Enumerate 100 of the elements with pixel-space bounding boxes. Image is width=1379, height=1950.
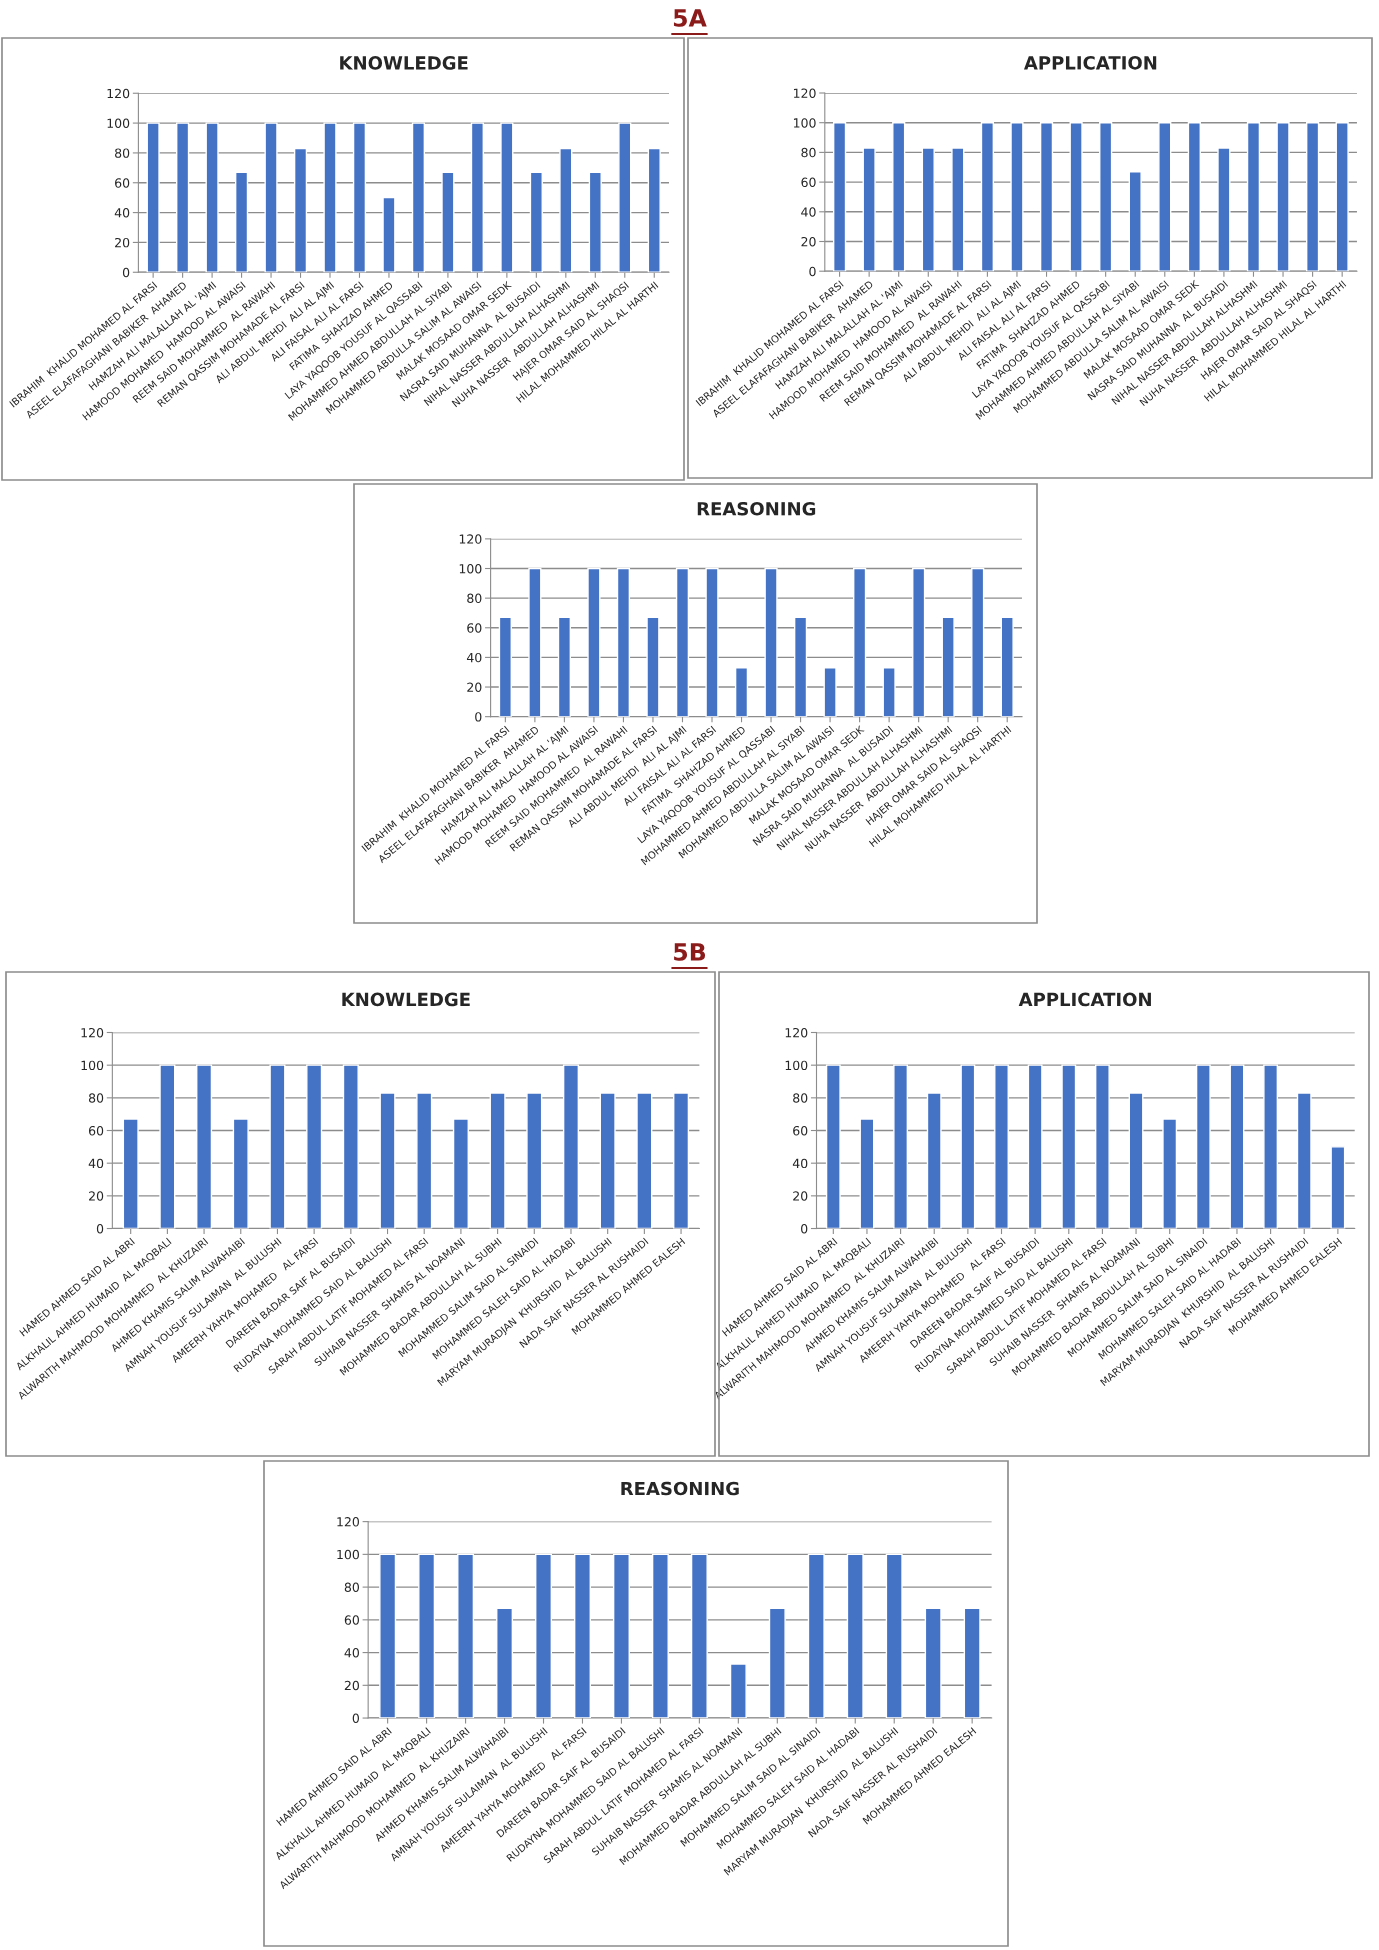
- y-tick-label: 80: [344, 1582, 359, 1593]
- bar: [264, 122, 278, 273]
- y-tick-label: 40: [792, 1158, 808, 1169]
- bar: [1246, 122, 1261, 272]
- bar: [418, 1553, 436, 1719]
- bar: [562, 1064, 580, 1229]
- bar: [618, 122, 632, 273]
- y-tick-label: 20: [467, 682, 482, 692]
- bar: [921, 147, 935, 272]
- bar: [526, 1092, 543, 1229]
- bar: [823, 667, 837, 717]
- y-tick-label: 100: [793, 118, 816, 128]
- bar: [146, 122, 160, 273]
- bar: [452, 1118, 469, 1229]
- bar: [941, 616, 955, 717]
- y-tick-label: 40: [801, 207, 816, 217]
- bar: [1010, 122, 1024, 272]
- y-tick-label: 100: [785, 1060, 808, 1071]
- bar: [496, 1607, 514, 1719]
- chart-title: REASONING: [621, 1481, 739, 1496]
- bar: [1187, 122, 1201, 272]
- bar: [1000, 616, 1014, 717]
- chart-title: REASONING: [697, 501, 816, 516]
- y-tick-label: 60: [801, 177, 816, 188]
- y-tick-label: 80: [801, 147, 816, 158]
- bar: [646, 616, 660, 717]
- bar: [846, 1553, 864, 1719]
- bar: [1217, 147, 1231, 272]
- bar: [885, 1553, 903, 1719]
- bar: [764, 567, 778, 717]
- bar: [853, 567, 867, 717]
- bar: [1099, 122, 1113, 272]
- bar: [893, 1064, 909, 1229]
- bar: [980, 122, 995, 272]
- bar: [269, 1064, 286, 1229]
- bar: [734, 667, 749, 717]
- text: 5A: [673, 9, 707, 27]
- bar: [1296, 1092, 1312, 1229]
- bar: [342, 1064, 359, 1229]
- bar: [379, 1553, 397, 1719]
- y-tick-label: 100: [337, 1549, 359, 1560]
- bar: [352, 122, 367, 273]
- bar: [651, 1553, 669, 1719]
- bar: [196, 1064, 213, 1229]
- y-tick-label: 100: [459, 563, 482, 574]
- bar: [951, 147, 965, 272]
- bar: [1335, 122, 1349, 272]
- bar: [122, 1118, 139, 1229]
- y-tick-label: 0: [122, 267, 130, 278]
- y-tick-label: 100: [107, 118, 130, 129]
- bar: [705, 567, 719, 717]
- bar: [862, 147, 876, 272]
- bar: [690, 1553, 708, 1719]
- bar: [1195, 1064, 1211, 1229]
- chart-title: KNOWLEDGE: [342, 992, 470, 1007]
- y-tick-label: 0: [801, 1223, 808, 1234]
- bar: [457, 1553, 475, 1719]
- y-tick-label: 40: [114, 208, 130, 218]
- y-tick-label: 60: [793, 1125, 808, 1136]
- y-tick-label: 120: [459, 534, 482, 544]
- bar: [573, 1553, 591, 1719]
- y-tick-label: 60: [467, 623, 482, 633]
- bar: [825, 1064, 841, 1229]
- bar: [673, 1092, 690, 1229]
- text: 5B: [674, 943, 706, 961]
- bar: [379, 1092, 396, 1229]
- bar: [912, 567, 926, 717]
- y-tick-label: 80: [115, 148, 130, 158]
- chart-title: APPLICATION: [1023, 55, 1157, 70]
- bar: [529, 171, 543, 273]
- bar: [1094, 1064, 1110, 1229]
- bar: [1128, 171, 1142, 272]
- y-tick-label: 20: [115, 237, 130, 248]
- y-tick-label: 0: [809, 266, 816, 277]
- y-tick-label: 20: [89, 1191, 104, 1201]
- y-tick-label: 40: [88, 1158, 104, 1169]
- bar: [807, 1553, 825, 1719]
- y-tick-label: 60: [344, 1615, 359, 1625]
- bar: [159, 1064, 176, 1229]
- bar: [882, 667, 896, 717]
- y-tick-label: 40: [466, 652, 482, 663]
- y-tick-label: 120: [793, 88, 816, 98]
- bar: [1330, 1146, 1346, 1229]
- bar: [636, 1092, 653, 1229]
- y-tick-label: 0: [96, 1223, 104, 1234]
- bar: [306, 1064, 323, 1229]
- y-tick-label: 80: [467, 593, 482, 604]
- bar: [675, 567, 690, 717]
- bar: [971, 567, 985, 717]
- bar: [500, 122, 514, 273]
- bar: [234, 171, 249, 273]
- y-tick-label: 60: [115, 178, 130, 188]
- bar: [528, 567, 542, 717]
- y-tick-label: 0: [475, 712, 482, 722]
- bar: [832, 122, 847, 272]
- bar: [793, 616, 808, 717]
- bar: [416, 1092, 433, 1229]
- bar: [1229, 1064, 1245, 1229]
- bar: [1027, 1064, 1043, 1229]
- y-tick-label: 120: [785, 1027, 808, 1038]
